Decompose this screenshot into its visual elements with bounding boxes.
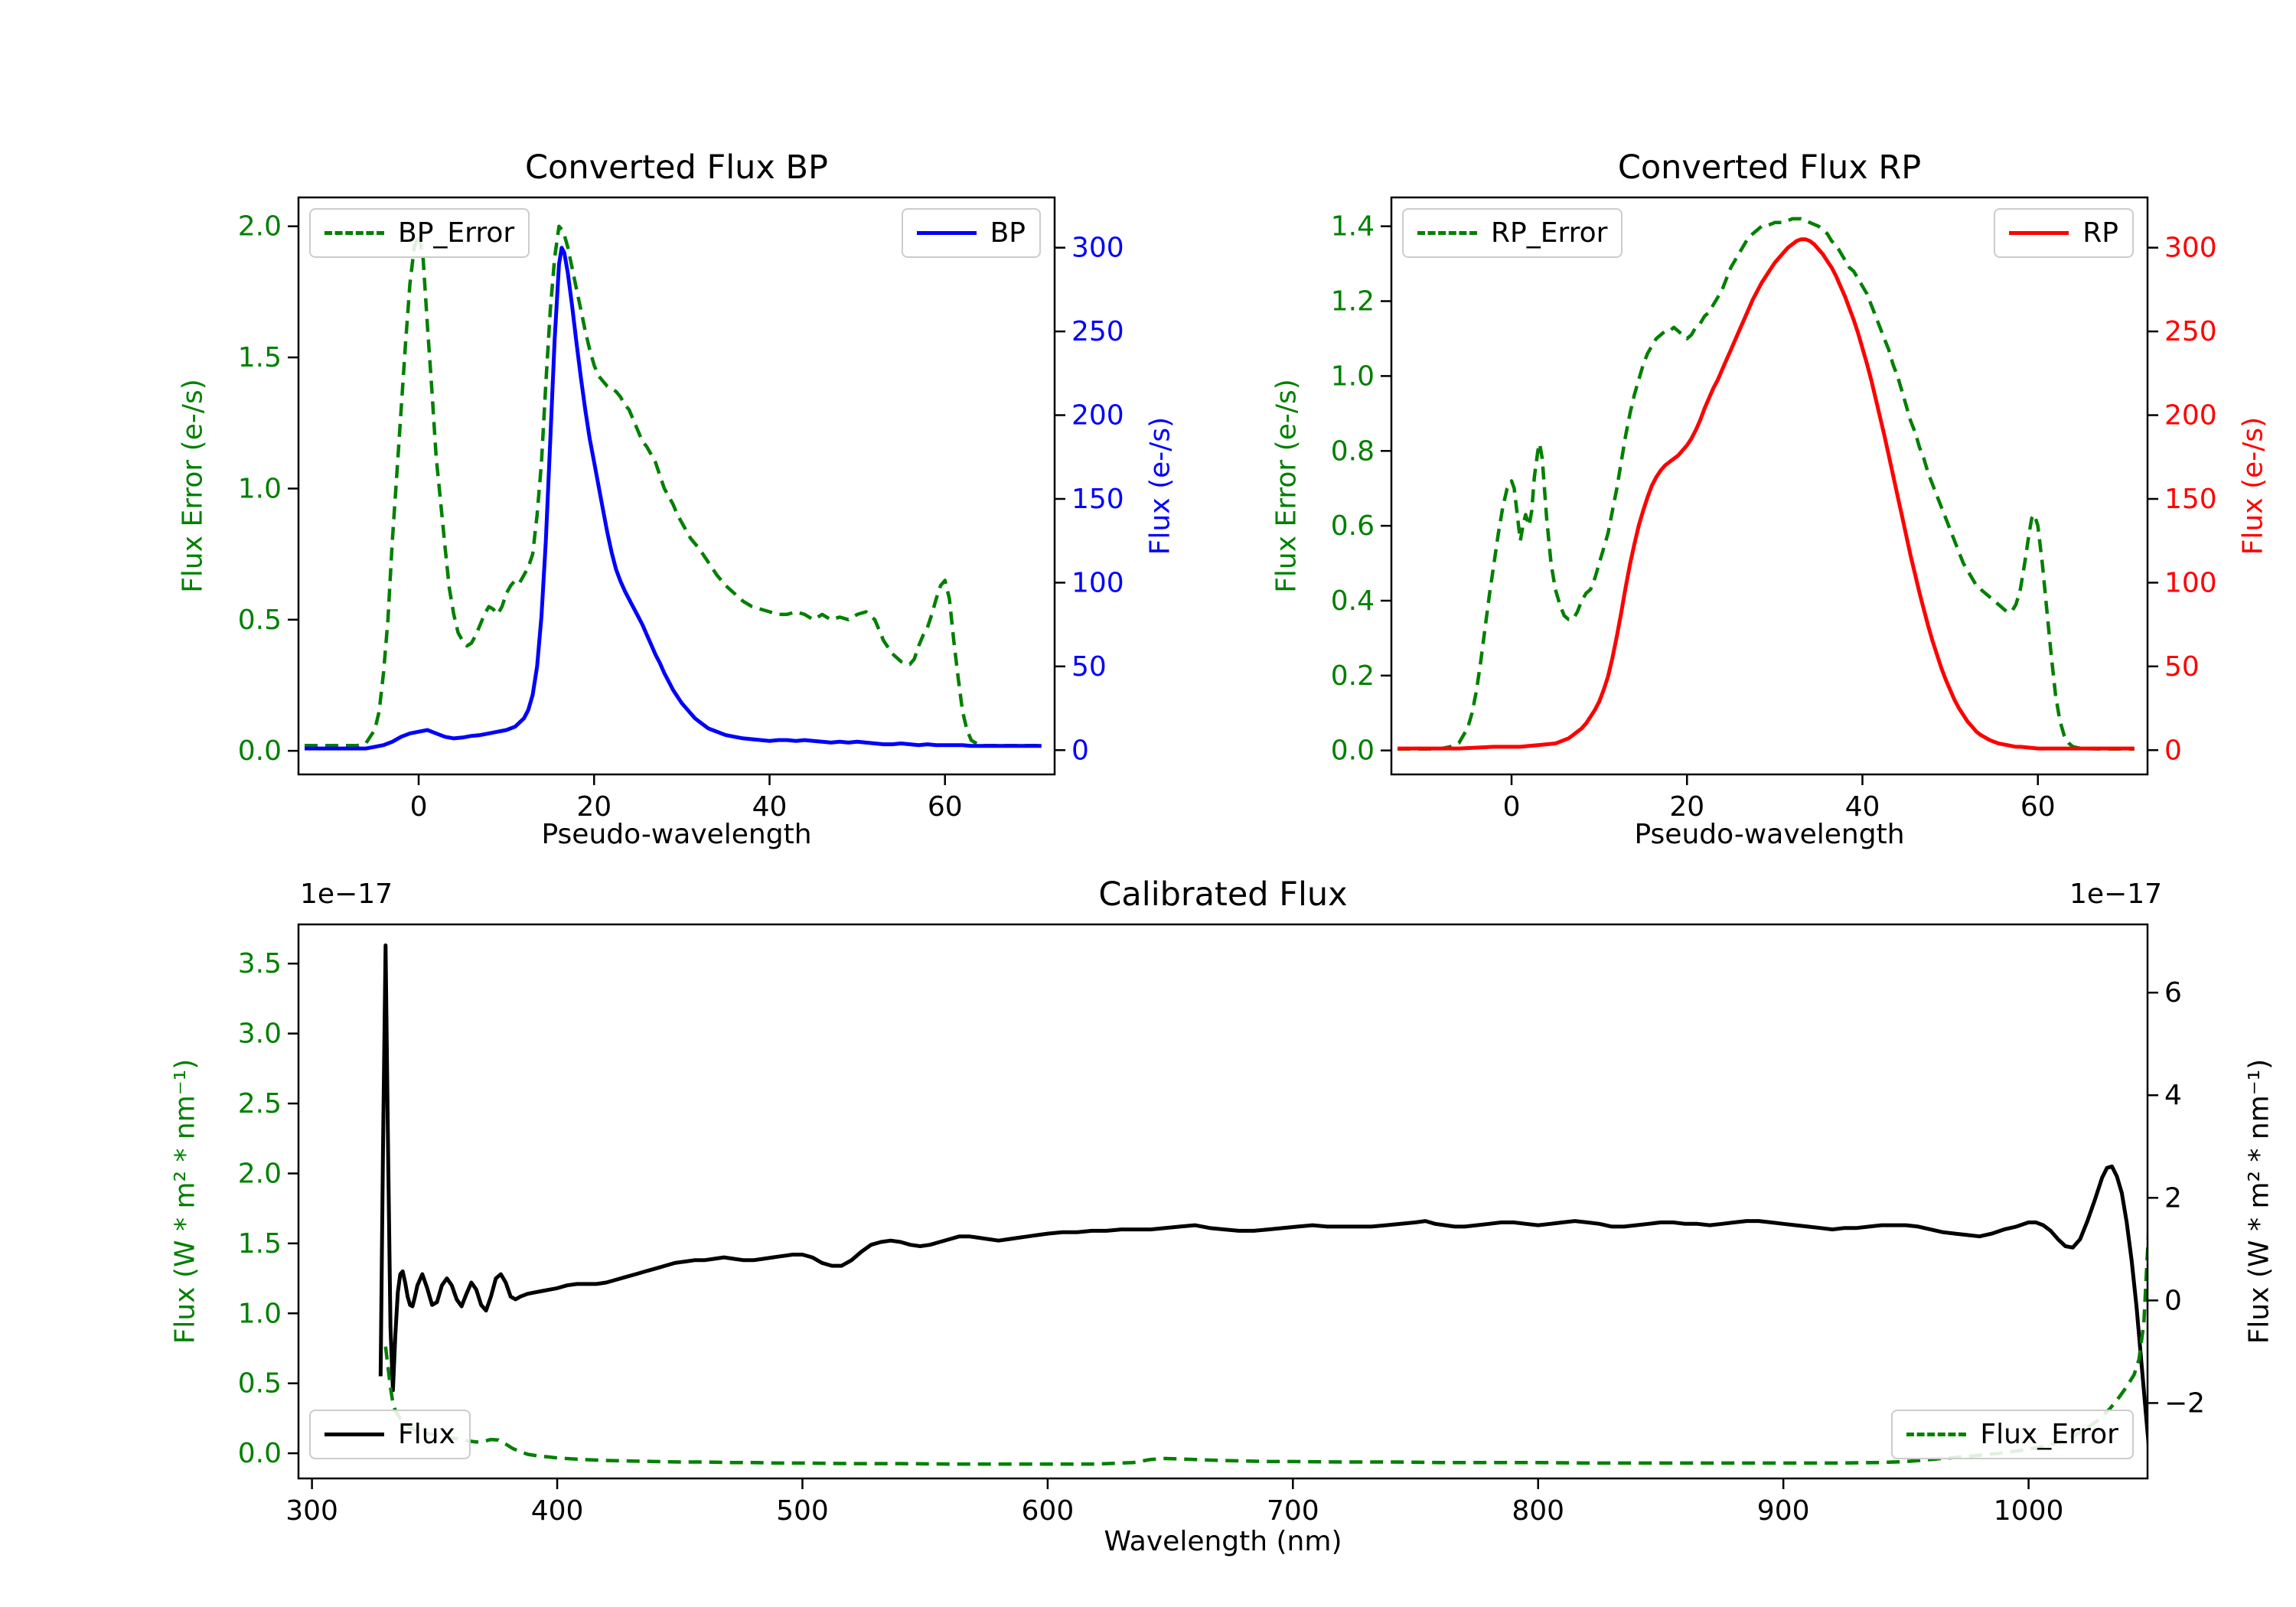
tick-label: 150	[2164, 484, 2217, 515]
axes-frame	[1390, 196, 2149, 776]
tick-label: 900	[1757, 1495, 1810, 1527]
tick-label: 400	[531, 1495, 584, 1527]
legend-rp-error: RP_Error	[1402, 208, 1623, 258]
tick-label: 50	[1071, 651, 1107, 683]
xlabel-rp: Pseudo-wavelength	[1634, 819, 1905, 850]
bp-error-line	[305, 224, 1042, 748]
flux-line	[378, 943, 2148, 1447]
ylabel-rp-flux: Flux (e-/s)	[2237, 416, 2269, 556]
legend-flux: Flux	[309, 1410, 471, 1459]
tick-label: 40	[752, 791, 788, 823]
rp-error-line	[1397, 217, 2135, 751]
tick-label: 0.8	[1331, 435, 1375, 467]
legend-label: RP_Error	[1491, 217, 1608, 249]
legend-line-solid-icon	[916, 231, 977, 235]
tick-label: 150	[1071, 484, 1124, 515]
tick-label: 0.6	[1331, 510, 1375, 542]
offset-text-left: 1e−17	[300, 878, 393, 910]
ylabel-calibrated-left: Flux (W * m² * nm⁻¹)	[169, 1058, 201, 1345]
legend-line-dashed-icon	[1417, 231, 1477, 235]
legend-label: Flux_Error	[1980, 1419, 2118, 1450]
axes-frame	[297, 196, 1056, 776]
legend-label: Flux	[398, 1419, 455, 1450]
tick-label: 1.5	[238, 342, 282, 373]
tick-label: 1.0	[238, 473, 282, 504]
tick-label: 300	[2164, 233, 2217, 264]
tick-label: 60	[2020, 791, 2056, 823]
tick-label: 0.0	[1331, 735, 1375, 767]
tick-label: 2.0	[238, 1158, 282, 1189]
tick-label: 250	[2164, 316, 2217, 347]
legend-label: BP_Error	[398, 217, 515, 249]
subplot-title-calibrated: Calibrated Flux	[1098, 875, 1348, 914]
legend-rp: RP	[1994, 208, 2134, 258]
legend-label: RP	[2082, 217, 2118, 249]
tick-label: 1.2	[1331, 286, 1375, 318]
xlabel-bp: Pseudo-wavelength	[541, 819, 812, 850]
tick-label: 100	[2164, 567, 2217, 598]
subplot-converted-flux-rp: 0 20 40 60 0.0 0.2 0.4 0.6 0.8 1.0 1.2 1.4 0 50 100 150…	[1331, 196, 2217, 823]
axes-frame	[297, 923, 2149, 1480]
tick-label: 1000	[1994, 1495, 2064, 1527]
tick-label: 200	[2164, 400, 2217, 432]
ylabel-bp-flux: Flux (e-/s)	[1144, 416, 1176, 556]
tick-label: 20	[576, 791, 612, 823]
tick-label: 1.5	[238, 1228, 282, 1260]
tick-label: 0.4	[1331, 585, 1375, 617]
tick-label: 700	[1267, 1495, 1319, 1527]
tick-label: 2	[2164, 1182, 2182, 1214]
tick-label: 600	[1022, 1495, 1075, 1527]
tick-label: 1.0	[1331, 360, 1375, 392]
tick-label: −2	[2164, 1387, 2205, 1419]
tick-label: 300	[1071, 233, 1124, 264]
legend-bp: BP	[901, 208, 1041, 258]
legend-line-dashed-icon	[325, 231, 384, 235]
legend-line-dashed-icon	[1906, 1433, 1967, 1436]
tick-label: 0.5	[238, 1368, 282, 1400]
offset-text-right: 1e−17	[2069, 878, 2163, 910]
subplot-title-rp: Converted Flux RP	[1617, 148, 1922, 187]
tick-label: 0.0	[238, 735, 282, 767]
tick-label: 300	[285, 1495, 338, 1527]
rp-line	[1397, 237, 2135, 751]
tick-label: 200	[1071, 400, 1124, 432]
tick-label: 0	[2164, 735, 2182, 766]
tick-label: 2.0	[238, 211, 282, 243]
tick-label: 6	[2164, 977, 2182, 1009]
tick-label: 0	[2164, 1285, 2182, 1316]
tick-label: 0	[1071, 735, 1089, 766]
tick-label: 2.5	[238, 1088, 282, 1120]
tick-label: 0	[1503, 791, 1521, 823]
subplot-converted-flux-bp: 0 20 40 60 0.0 0.5 1.0 1.5 2.0 0 50 100 150 200 250 300	[238, 196, 1124, 823]
tick-label: 50	[2164, 651, 2200, 683]
tick-label: 800	[1512, 1495, 1564, 1527]
tick-label: 250	[1071, 316, 1124, 347]
tick-label: 500	[776, 1495, 829, 1527]
legend-line-solid-icon	[2009, 231, 2069, 235]
xlabel-calibrated: Wavelength (nm)	[1104, 1526, 1342, 1557]
flux-error-line	[383, 1214, 2148, 1466]
ylabel-bp-error: Flux Error (e-/s)	[177, 379, 209, 593]
tick-label: 0.2	[1331, 660, 1375, 692]
legend-line-solid-icon	[325, 1433, 384, 1436]
tick-label: 1.0	[238, 1298, 282, 1329]
legend-flux-error: Flux_Error	[1891, 1410, 2134, 1459]
tick-label: 0	[410, 791, 428, 823]
ylabel-rp-error: Flux Error (e-/s)	[1270, 379, 1303, 593]
legend-label: BP	[990, 217, 1026, 249]
tick-label: 3.5	[238, 948, 282, 980]
tick-label: 40	[1845, 791, 1880, 823]
tick-label: 20	[1669, 791, 1704, 823]
legend-bp-error: BP_Error	[309, 208, 530, 258]
bp-line	[305, 246, 1042, 751]
tick-label: 0.0	[238, 1438, 282, 1469]
ylabel-calibrated-right: Flux (W * m² * nm⁻¹)	[2243, 1058, 2275, 1345]
subplot-title-bp: Converted Flux BP	[525, 148, 828, 187]
tick-label: 3.0	[238, 1019, 282, 1050]
tick-label: 0.5	[238, 605, 282, 636]
tick-label: 4	[2164, 1080, 2182, 1111]
tick-label: 100	[1071, 567, 1124, 598]
tick-label: 60	[928, 791, 963, 823]
tick-label: 1.4	[1331, 211, 1375, 243]
